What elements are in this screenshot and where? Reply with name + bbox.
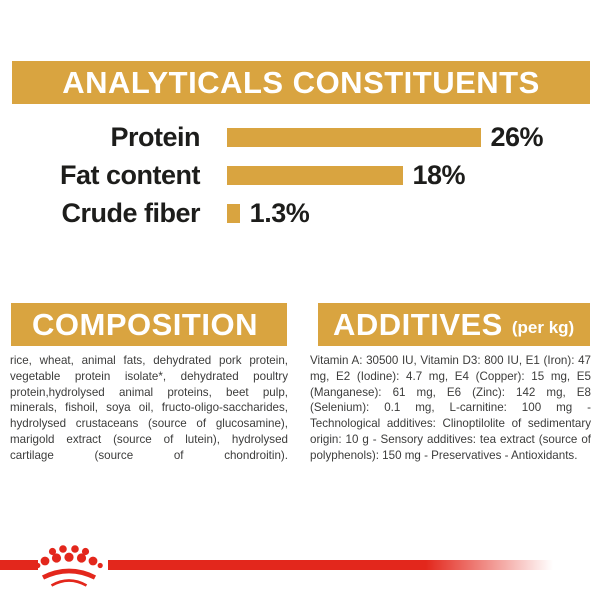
page-title: ANALYTICALS CONSTITUENTS [62, 64, 540, 100]
chart-bar [227, 165, 403, 185]
royal-canin-crown-icon [35, 545, 103, 587]
chart-row: Crude fiber 1.3% [0, 194, 600, 232]
composition-title: COMPOSITION [32, 306, 258, 342]
chart-value-label: 1.3% [249, 197, 310, 228]
analytical-constituents-chart: Protein 26% Fat content 18% Crude fiber 1.3% [0, 118, 600, 232]
additives-per-kg-label: (per kg) [511, 317, 575, 337]
footer-rule-right [108, 560, 562, 570]
header-banner: ANALYTICALS CONSTITUENTS [12, 61, 590, 104]
chart-category-label: Protein [110, 121, 200, 152]
chart-category-label: Fat content [60, 159, 201, 190]
chart-category-label: Crude fiber [61, 197, 200, 228]
additives-title: ADDITIVES [333, 306, 503, 342]
chart-bar [227, 127, 481, 147]
additives-banner: ADDITIVES (per kg) [318, 303, 590, 346]
chart-value-label: 26% [490, 121, 544, 152]
chart-row: Fat content 18% [0, 156, 600, 194]
additives-body-text: Vitamin A: 30500 IU, Vitamin D3: 800 IU,… [310, 354, 591, 462]
chart-bar [227, 203, 240, 223]
chart-row: Protein 26% [0, 118, 600, 156]
composition-banner: COMPOSITION [11, 303, 287, 346]
footer-rule-left [0, 560, 38, 570]
composition-body-text: rice, wheat, animal fats, dehydrated por… [10, 354, 288, 462]
chart-value-label: 18% [412, 159, 466, 190]
